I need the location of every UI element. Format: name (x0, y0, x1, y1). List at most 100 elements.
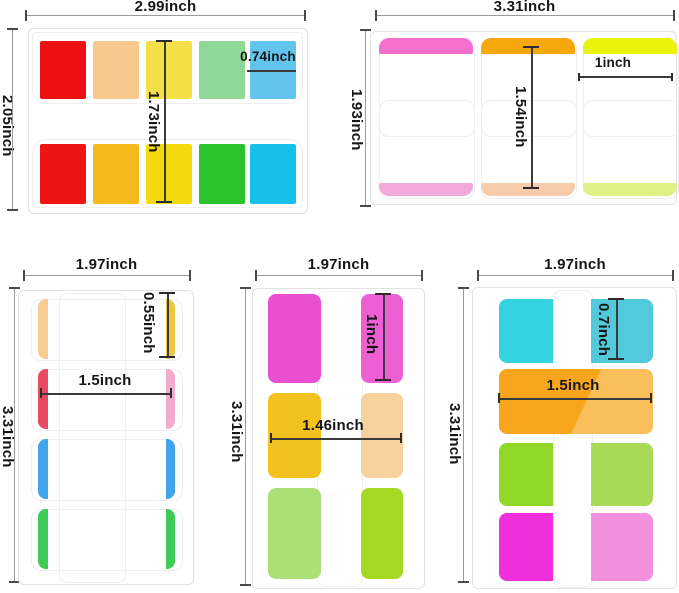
measure-tick (578, 73, 580, 81)
index-tab (499, 299, 553, 363)
measure-tick (523, 187, 539, 189)
pack-a-flag-width-line (247, 70, 296, 72)
pack-c-width-label: 1.97inch (75, 256, 138, 273)
tab-color-edge (166, 439, 175, 499)
tab-color-edge (166, 299, 175, 359)
tab-outline (31, 509, 183, 571)
pack-e-flag-width-label: 1.5inch (546, 377, 600, 394)
measure-tick (159, 356, 175, 358)
clear-film-outline (32, 32, 303, 104)
dimension-tick (7, 28, 18, 30)
index-tab (40, 144, 86, 204)
index-tab (268, 294, 321, 383)
measure-tick (156, 201, 172, 203)
index-tab (499, 369, 653, 434)
dimension-tick (360, 205, 371, 207)
dimension-tick (240, 584, 251, 586)
clear-film-outline (32, 139, 303, 208)
pack-d-height-label: 3.31inch (228, 401, 245, 463)
tab-color-cap (379, 183, 473, 196)
pack-d-flag-width-line (270, 438, 402, 440)
index-tab (40, 41, 86, 99)
pack-d-width-dimension-line (255, 275, 422, 276)
measure-tick (498, 393, 500, 403)
measure-tick (40, 388, 42, 398)
dimension-tick (421, 270, 423, 281)
tab-outline (31, 439, 183, 501)
pack-b-flag-width-label: 1inch (594, 55, 632, 70)
index-tab (93, 144, 139, 204)
dimension-tick (240, 287, 251, 289)
measure-tick (270, 433, 272, 443)
pack-d-flag-height-label: 1inch (363, 313, 380, 355)
pack-a-box (28, 28, 308, 214)
tab-color-edge (38, 439, 48, 499)
pack-c-box (18, 290, 194, 585)
tab-outline (31, 299, 183, 361)
pack-e-height-dimension-line (463, 288, 464, 583)
index-tab (591, 299, 653, 363)
pack-c-flag-width-label: 1.5inch (78, 372, 132, 389)
pack-c-width-dimension-line (23, 275, 190, 276)
dimension-tick (672, 270, 674, 281)
pack-d-flag-height-line (383, 294, 385, 380)
pack-b-flag-width-line (578, 76, 673, 78)
pack-a-flag-width-label: 0.74inch (240, 49, 296, 64)
pack-e-flag-height-line (616, 299, 618, 360)
tab-color-edge (166, 509, 175, 569)
measure-tick (608, 358, 624, 360)
pack-c-flag-height-label: 0.55inch (140, 292, 157, 354)
tab-color-edge (38, 369, 48, 429)
pack-b-box (370, 31, 679, 205)
tab-color-edge (166, 369, 175, 429)
dimension-tick (458, 287, 469, 289)
tab-outline (31, 369, 183, 431)
index-tab (499, 513, 553, 581)
pack-e-flag-width-line (498, 398, 652, 400)
pack-e-width-dimension-line (477, 275, 673, 276)
dimension-tick (25, 10, 27, 21)
index-tab (361, 488, 403, 579)
pack-e-flag-height-label: 0.7inch (595, 303, 612, 357)
pack-b-width-label: 3.31inch (493, 0, 556, 15)
dimension-tick (375, 10, 377, 21)
measure-tick (170, 388, 172, 398)
dimension-tick (7, 209, 18, 211)
pack-a-width-dimension-line (25, 15, 306, 16)
tab-color-cap (583, 183, 677, 196)
tab-color-cap (379, 38, 473, 54)
dimension-tick (477, 270, 479, 281)
tab-color-edge (38, 299, 48, 359)
dimension-tick (9, 287, 20, 289)
index-tab (268, 488, 321, 579)
pack-e-box (472, 287, 677, 589)
pack-d-flag-width-label: 1.46inch (302, 417, 364, 434)
measure-tick (375, 293, 391, 295)
index-tab (146, 41, 192, 99)
pack-e-width-label: 1.97inch (544, 256, 606, 273)
dimension-tick (458, 581, 469, 583)
pack-a-height-dimension-line (12, 29, 13, 211)
dimension-tick (360, 29, 371, 31)
measure-tick (156, 40, 172, 42)
pack-b-height-label: 1.93inch (348, 89, 365, 151)
index-tab (199, 41, 245, 99)
pack-c-height-dimension-line (14, 288, 15, 582)
pack-b-width-dimension-line (375, 15, 674, 16)
index-tab (591, 443, 653, 506)
index-tab (146, 144, 192, 204)
dimension-tick (304, 10, 306, 21)
pack-b-height-dimension-line (365, 30, 366, 206)
pack-d-height-dimension-line (245, 288, 246, 586)
measure-tick (375, 379, 391, 381)
pack-d-width-label: 1.97inch (307, 256, 370, 273)
tab-outline (481, 100, 577, 199)
measure-tick (650, 393, 652, 403)
pack-a-width-label: 2.99inch (134, 0, 197, 15)
pack-c-flag-width-line (40, 393, 172, 395)
pack-a-flag-height-line (164, 41, 166, 203)
measure-tick (671, 73, 673, 81)
tab-color-cap (583, 38, 677, 54)
index-tab (199, 144, 245, 204)
